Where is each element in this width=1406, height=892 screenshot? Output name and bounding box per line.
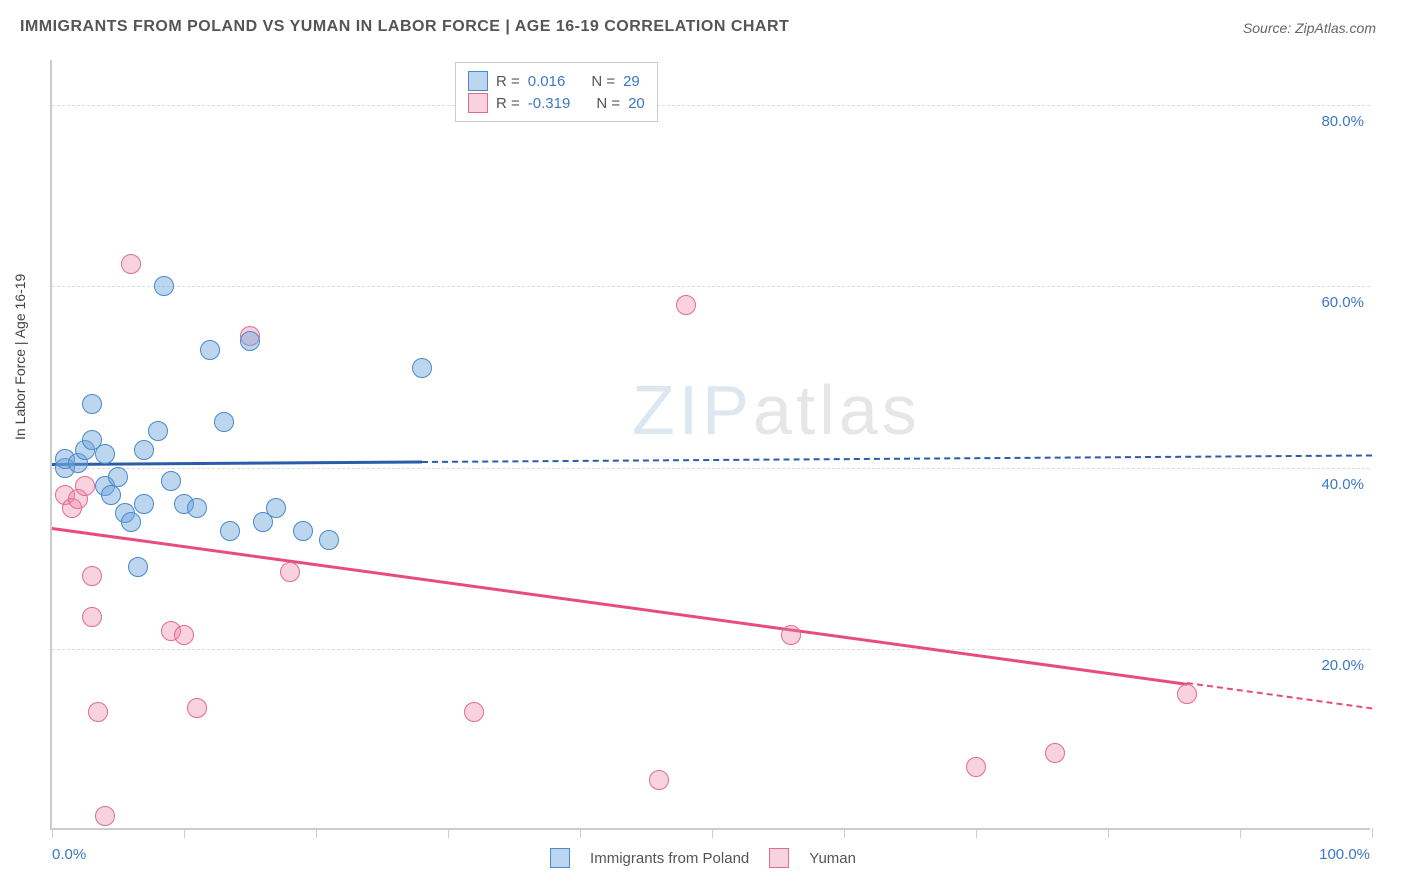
series1-label: Immigrants from Poland — [590, 850, 749, 867]
data-point-yuman — [966, 757, 986, 777]
data-point-yuman — [88, 702, 108, 722]
r-label-2: R = — [496, 95, 520, 112]
gridline — [52, 468, 1370, 469]
gridline — [52, 286, 1370, 287]
data-point-yuman — [464, 702, 484, 722]
swatch-pink-2 — [769, 848, 789, 868]
gridline — [52, 649, 1370, 650]
y-axis-label: In Labor Force | Age 16-19 — [12, 274, 28, 440]
data-point-poland — [134, 440, 154, 460]
x-tick-label: 100.0% — [1319, 846, 1370, 863]
data-point-poland — [148, 421, 168, 441]
regression-line — [1187, 682, 1372, 709]
data-point-yuman — [121, 254, 141, 274]
x-tick — [844, 828, 845, 838]
series2-label: Yuman — [809, 850, 856, 867]
data-point-yuman — [95, 806, 115, 826]
data-point-poland — [214, 412, 234, 432]
chart-title: IMMIGRANTS FROM POLAND VS YUMAN IN LABOR… — [20, 18, 789, 36]
data-point-poland — [128, 557, 148, 577]
data-point-poland — [220, 521, 240, 541]
x-tick — [976, 828, 977, 838]
data-point-yuman — [75, 476, 95, 496]
data-point-poland — [82, 394, 102, 414]
data-point-yuman — [1045, 743, 1065, 763]
data-point-poland — [108, 467, 128, 487]
chart-container: IMMIGRANTS FROM POLAND VS YUMAN IN LABOR… — [0, 0, 1406, 892]
data-point-poland — [319, 530, 339, 550]
data-point-poland — [293, 521, 313, 541]
data-point-poland — [412, 358, 432, 378]
data-point-yuman — [649, 770, 669, 790]
x-tick — [316, 828, 317, 838]
data-point-yuman — [82, 607, 102, 627]
x-tick — [448, 828, 449, 838]
watermark: ZIPatlas — [632, 370, 921, 450]
data-point-poland — [121, 512, 141, 532]
data-point-poland — [161, 471, 181, 491]
data-point-poland — [95, 444, 115, 464]
n-label-2: N = — [596, 95, 620, 112]
swatch-blue — [468, 71, 488, 91]
data-point-yuman — [1177, 684, 1197, 704]
data-point-poland — [200, 340, 220, 360]
n-label-1: N = — [591, 73, 615, 90]
x-tick — [580, 828, 581, 838]
x-tick — [1372, 828, 1373, 838]
legend-row-1: R = 0.016 N = 29 — [468, 71, 645, 91]
y-tick-label: 60.0% — [1321, 294, 1364, 311]
legend-row-2: R = -0.319 N = 20 — [468, 93, 645, 113]
data-point-poland — [266, 498, 286, 518]
data-point-yuman — [187, 698, 207, 718]
y-tick-label: 80.0% — [1321, 113, 1364, 130]
y-tick-label: 40.0% — [1321, 476, 1364, 493]
data-point-poland — [187, 498, 207, 518]
n-value-1: 29 — [623, 73, 640, 90]
series-legend: Immigrants from Poland Yuman — [550, 848, 856, 868]
r-label-1: R = — [496, 73, 520, 90]
source-label: Source: ZipAtlas.com — [1243, 20, 1376, 36]
regression-line — [52, 527, 1188, 685]
data-point-poland — [240, 331, 260, 351]
x-tick — [1240, 828, 1241, 838]
y-tick-label: 20.0% — [1321, 657, 1364, 674]
swatch-blue-2 — [550, 848, 570, 868]
data-point-poland — [101, 485, 121, 505]
data-point-yuman — [82, 566, 102, 586]
gridline — [52, 105, 1370, 106]
data-point-yuman — [676, 295, 696, 315]
n-value-2: 20 — [628, 95, 645, 112]
data-point-yuman — [280, 562, 300, 582]
x-tick-label: 0.0% — [52, 846, 86, 863]
regression-line — [422, 454, 1372, 463]
stats-legend: R = 0.016 N = 29 R = -0.319 N = 20 — [455, 62, 658, 122]
r-value-2: -0.319 — [528, 95, 571, 112]
x-tick — [52, 828, 53, 838]
data-point-poland — [154, 276, 174, 296]
x-tick — [1108, 828, 1109, 838]
data-point-yuman — [174, 625, 194, 645]
x-tick — [184, 828, 185, 838]
r-value-1: 0.016 — [528, 73, 566, 90]
x-tick — [712, 828, 713, 838]
data-point-poland — [134, 494, 154, 514]
plot-area: ZIPatlas 20.0%40.0%60.0%80.0%0.0%100.0% — [50, 60, 1370, 830]
data-point-yuman — [781, 625, 801, 645]
swatch-pink — [468, 93, 488, 113]
